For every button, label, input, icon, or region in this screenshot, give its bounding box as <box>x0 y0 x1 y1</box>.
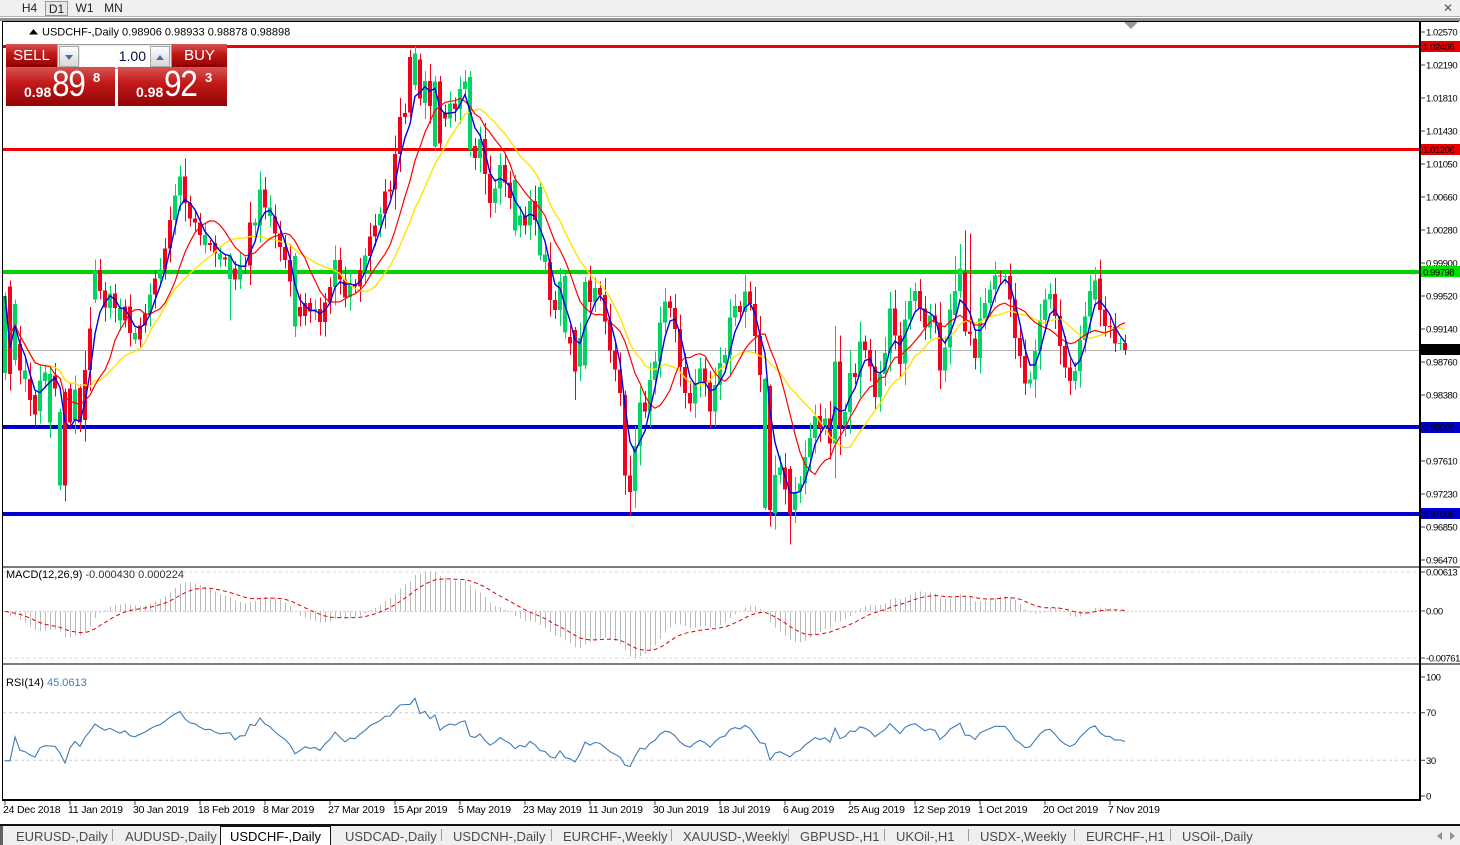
svg-text:0.97230: 0.97230 <box>1426 490 1457 501</box>
svg-text:1.01810: 1.01810 <box>1426 94 1457 105</box>
svg-text:1.00280: 1.00280 <box>1426 226 1457 237</box>
svg-text:11 Jan 2019: 11 Jan 2019 <box>68 804 123 816</box>
svg-text:8 Mar 2019: 8 Mar 2019 <box>263 804 314 816</box>
svg-text:1.02406: 1.02406 <box>1423 42 1454 53</box>
svg-text:1.01050: 1.01050 <box>1426 160 1457 171</box>
svg-text:USDCHF-,Daily 0.98906 0.98933: USDCHF-,Daily 0.98906 0.98933 0.98878 0.… <box>42 27 290 39</box>
svg-text:7 Nov 2019: 7 Nov 2019 <box>1108 804 1160 816</box>
svg-text:0.00613: 0.00613 <box>1426 568 1457 579</box>
svg-text:0.99798: 0.99798 <box>1423 268 1454 279</box>
svg-text:27 Mar 2019: 27 Mar 2019 <box>328 804 385 816</box>
svg-text:0.99900: 0.99900 <box>1426 259 1457 270</box>
svg-text:-0.0076125: -0.0076125 <box>1426 654 1460 665</box>
svg-text:RSI(14) 45.0613: RSI(14) 45.0613 <box>6 677 87 689</box>
svg-text:18 Jul 2019: 18 Jul 2019 <box>718 804 770 816</box>
svg-text:23 May 2019: 23 May 2019 <box>523 804 582 816</box>
svg-text:1 Oct 2019: 1 Oct 2019 <box>978 804 1028 816</box>
svg-text:0.96850: 0.96850 <box>1426 523 1457 534</box>
svg-text:24 Dec 2018: 24 Dec 2018 <box>3 804 61 816</box>
svg-text:6 Aug 2019: 6 Aug 2019 <box>783 804 834 816</box>
svg-text:100: 100 <box>1426 673 1441 684</box>
svg-text:30: 30 <box>1426 756 1436 767</box>
svg-text:0.98009: 0.98009 <box>1423 423 1454 434</box>
svg-text:0: 0 <box>1426 792 1431 803</box>
svg-text:15 Apr 2019: 15 Apr 2019 <box>393 804 448 816</box>
svg-text:1.02190: 1.02190 <box>1426 61 1457 72</box>
svg-text:1.00660: 1.00660 <box>1426 193 1457 204</box>
svg-text:30 Jan 2019: 30 Jan 2019 <box>133 804 189 816</box>
svg-text:5 May 2019: 5 May 2019 <box>458 804 511 816</box>
svg-text:0.98380: 0.98380 <box>1426 391 1457 402</box>
svg-text:1.01206: 1.01206 <box>1423 145 1454 156</box>
svg-text:70: 70 <box>1426 708 1436 719</box>
svg-text:0.00: 0.00 <box>1426 607 1443 618</box>
svg-text:0.99140: 0.99140 <box>1426 325 1457 336</box>
svg-text:18 Feb 2019: 18 Feb 2019 <box>198 804 255 816</box>
svg-text:0.98760: 0.98760 <box>1426 358 1457 369</box>
svg-text:1.01430: 1.01430 <box>1426 127 1457 138</box>
svg-text:0.97610: 0.97610 <box>1426 457 1457 468</box>
svg-text:20 Oct 2019: 20 Oct 2019 <box>1043 804 1098 816</box>
svg-text:25 Aug 2019: 25 Aug 2019 <box>848 804 905 816</box>
svg-text:MACD(12,26,9) -0.000430 0.0002: MACD(12,26,9) -0.000430 0.000224 <box>6 569 184 581</box>
svg-text:0.98898: 0.98898 <box>1423 346 1454 357</box>
svg-text:12 Sep 2019: 12 Sep 2019 <box>913 804 971 816</box>
svg-text:0.99520: 0.99520 <box>1426 292 1457 303</box>
svg-text:0.97006: 0.97006 <box>1423 510 1454 521</box>
svg-text:1.02570: 1.02570 <box>1426 28 1457 39</box>
svg-text:11 Jun 2019: 11 Jun 2019 <box>588 804 643 816</box>
svg-text:30 Jun 2019: 30 Jun 2019 <box>653 804 709 816</box>
svg-text:0.96470: 0.96470 <box>1426 556 1457 567</box>
